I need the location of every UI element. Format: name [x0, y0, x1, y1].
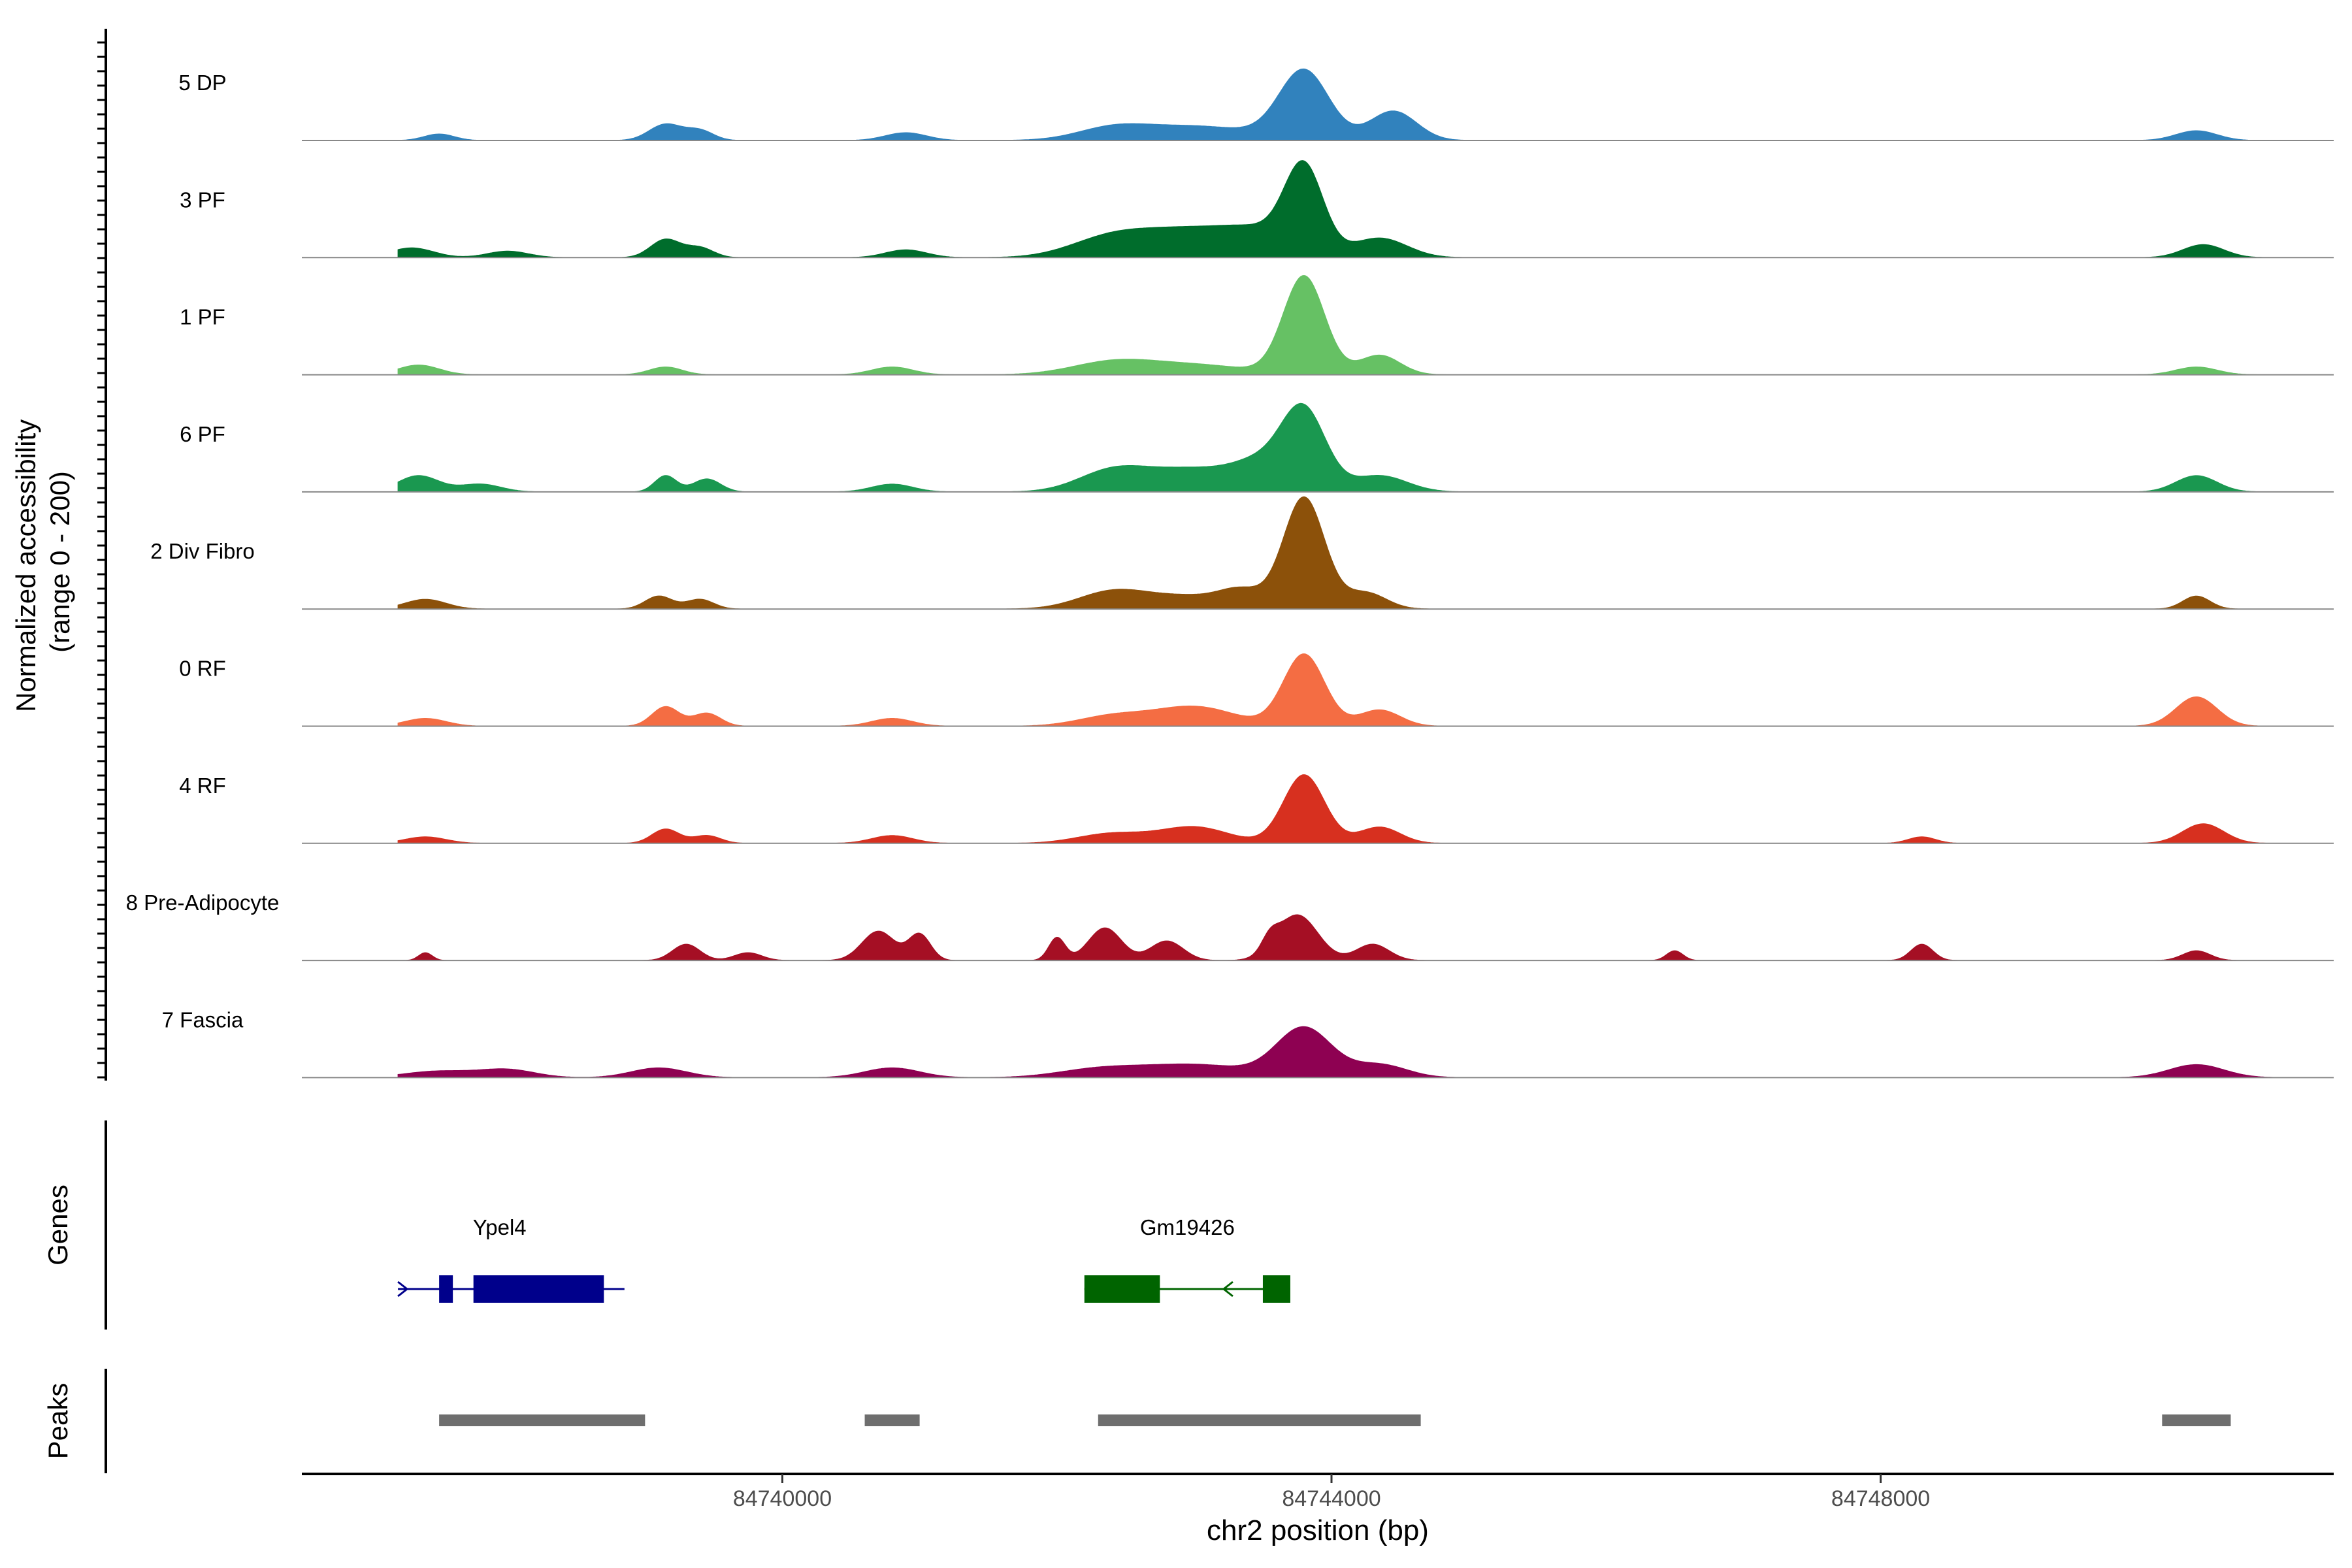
peaks-panel-label: Peaks: [42, 1383, 73, 1460]
gene-gm19426: Gm19426: [1084, 1215, 1290, 1303]
track-label-8-pre-adipocyte: 8 Pre-Adipocyte: [126, 890, 280, 915]
track-2-div-fibro: 2 Div Fibro: [150, 496, 2334, 610]
track-8-pre-adipocyte: 8 Pre-Adipocyte: [126, 890, 2334, 962]
coverage-tracks: 5 DP 3 PF 1 PF 6 PF 2 Div Fibro 0 RF 4 RF 8 Pre…: [126, 68, 2334, 1079]
track-label-6-pf: 6 PF: [180, 422, 225, 446]
peak-region-bar: [1098, 1414, 1421, 1426]
peak-regions: [439, 1414, 2231, 1426]
gene-ypel4: Ypel4: [397, 1215, 625, 1303]
x-tick-label: 84740000: [733, 1486, 832, 1511]
track-5-dp: 5 DP: [178, 68, 2334, 141]
track-0-rf: 0 RF: [179, 653, 2334, 727]
y-axis-title-line1: Normalized accessibility: [10, 419, 41, 712]
gene-strand-arrow-gm19426: [1222, 1281, 1233, 1298]
gene-label-ypel4: Ypel4: [473, 1215, 527, 1239]
track-label-4-rf: 4 RF: [179, 774, 226, 798]
track-1-pf: 1 PF: [180, 274, 2334, 376]
gene-strand-arrow-ypel4: [397, 1281, 409, 1298]
track-label-2-div-fibro: 2 Div Fibro: [150, 539, 255, 563]
track-label-3-pf: 3 PF: [180, 188, 225, 212]
peak-region-bar: [864, 1414, 920, 1426]
peak-region-bar: [439, 1414, 645, 1426]
coverage-y-axis: [97, 29, 107, 1081]
track-label-0-rf: 0 RF: [179, 657, 226, 681]
track-label-1-pf: 1 PF: [180, 305, 225, 329]
coverage-y-minor-ticks: [97, 41, 106, 1079]
x-axis: 84740000 84744000 84748000: [302, 1473, 2334, 1511]
genes-panel: Genes Ypel4 Gm19426: [42, 1120, 1290, 1330]
peak-region-bar: [2162, 1414, 2231, 1426]
track-label-7-fascia: 7 Fascia: [162, 1007, 244, 1032]
track-7-fascia: 7 Fascia: [162, 1007, 2334, 1079]
gene-exon-gm19426: [1084, 1275, 1160, 1303]
x-tick-label: 84748000: [1831, 1486, 1930, 1511]
gene-label-gm19426: Gm19426: [1140, 1215, 1235, 1239]
track-6-pf: 6 PF: [180, 402, 2334, 493]
gene-models: Ypel4 Gm19426: [397, 1215, 1290, 1303]
gene-exon-gm19426: [1262, 1275, 1290, 1303]
x-axis-title: chr2 position (bp): [1207, 1514, 1429, 1546]
y-axis-title-line2: (range 0 - 200): [44, 471, 75, 653]
gene-exon-ypel4: [473, 1275, 604, 1303]
y-axis-title: Normalized accessibility (range 0 - 200): [10, 412, 75, 712]
track-3-pf: 3 PF: [180, 160, 2334, 259]
genes-panel-label: Genes: [42, 1184, 73, 1266]
track-label-5-dp: 5 DP: [178, 71, 226, 95]
track-4-rf: 4 RF: [179, 774, 2334, 844]
x-tick-label: 84744000: [1282, 1486, 1380, 1511]
peaks-panel: Peaks: [42, 1369, 2231, 1473]
gene-exon-ypel4: [439, 1275, 453, 1303]
x-axis-ticks: 84740000 84744000 84748000: [733, 1474, 1930, 1511]
